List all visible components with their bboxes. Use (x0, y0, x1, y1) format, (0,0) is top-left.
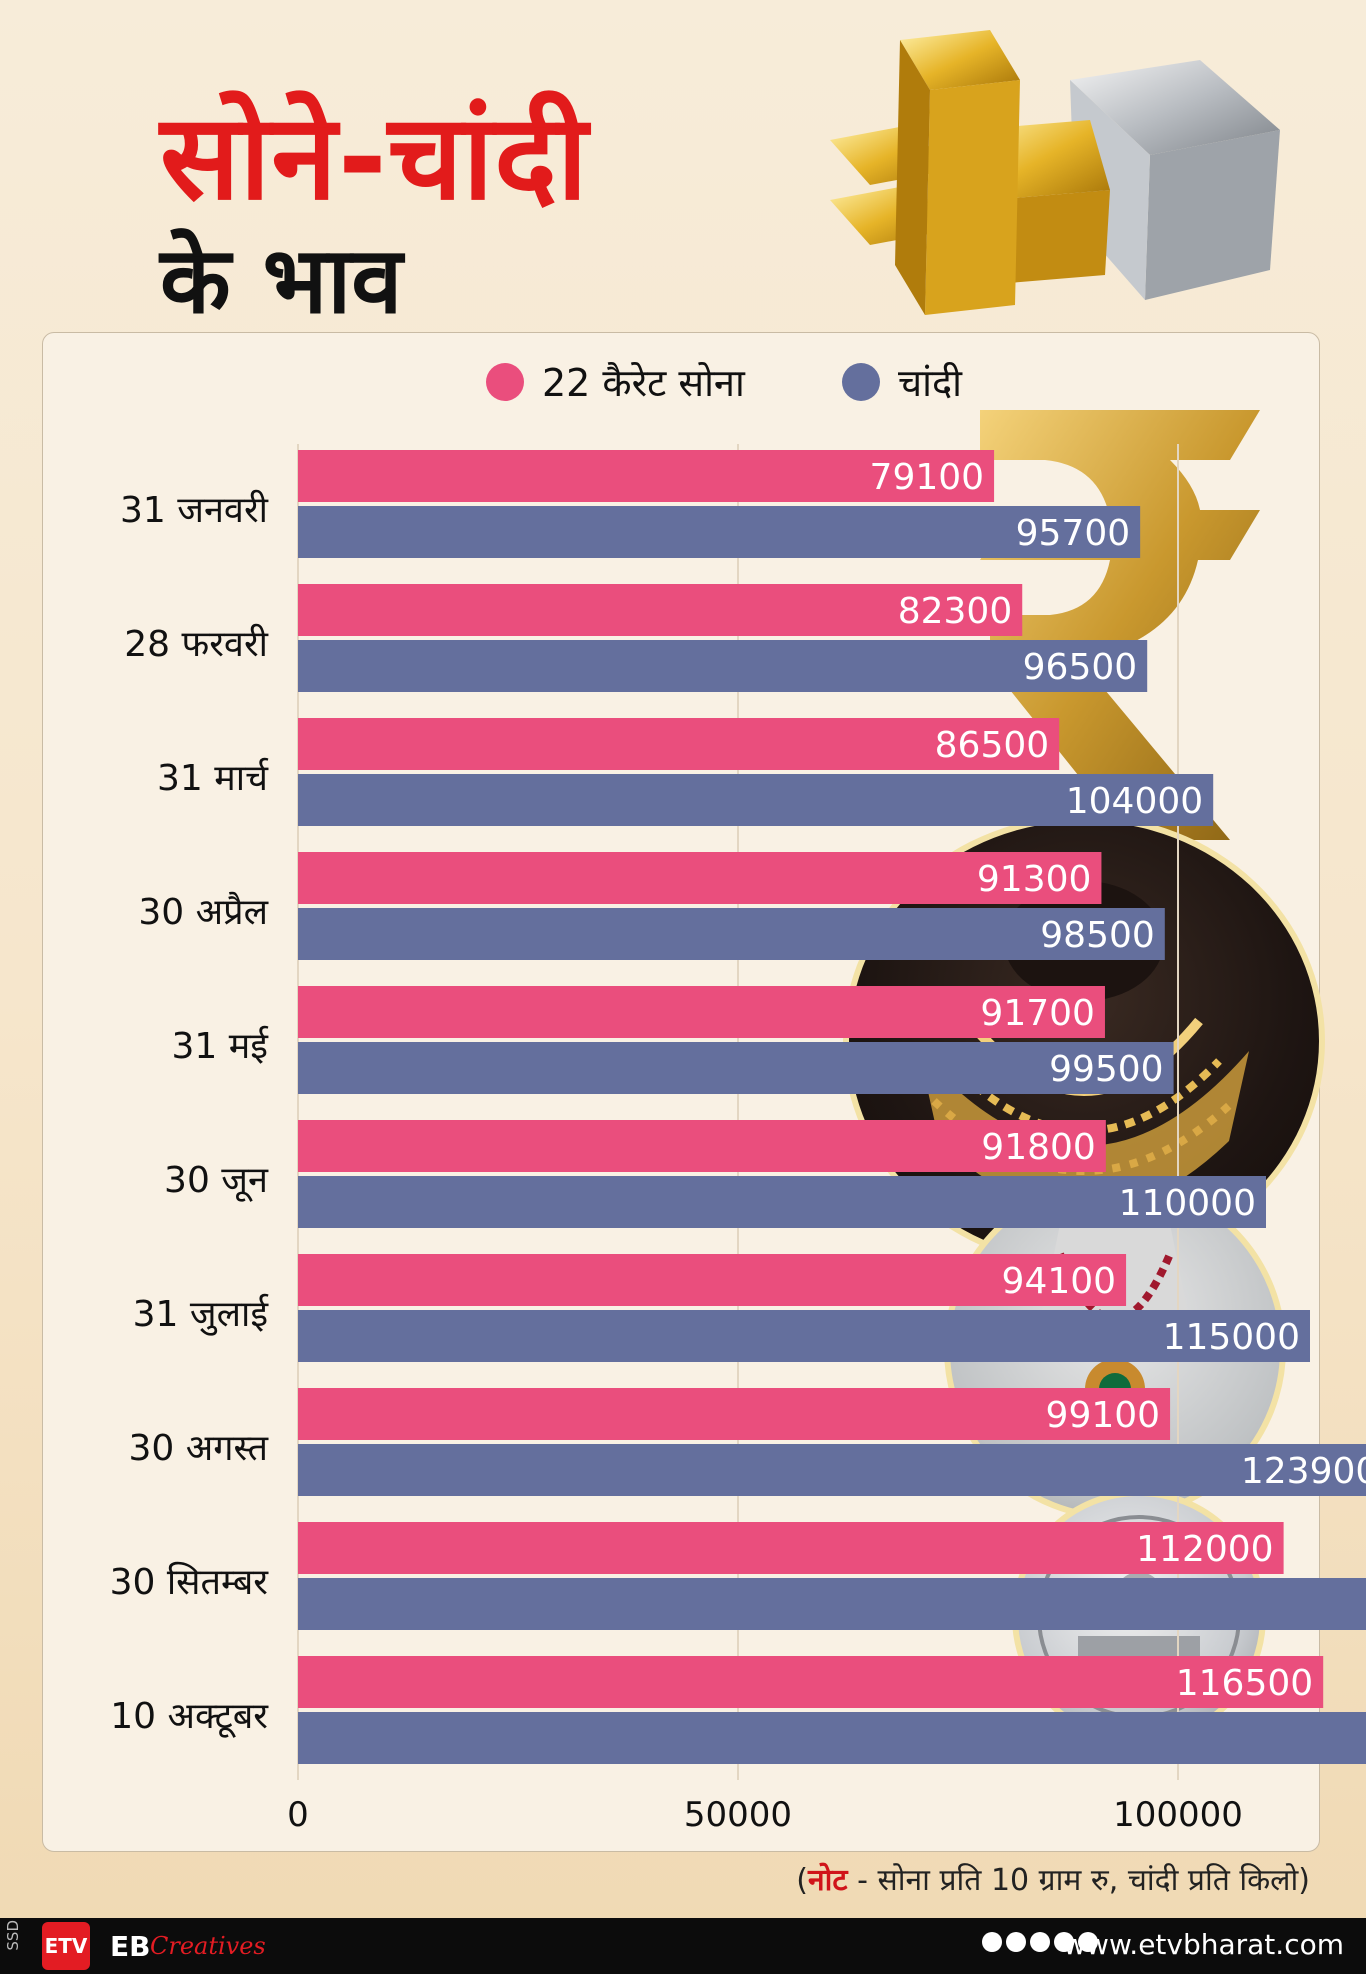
y-category-label-3: 30 अप्रैल (138, 891, 268, 933)
x-icon[interactable] (1006, 1932, 1026, 1952)
y-category-label-9: 10 अक्टूबर (110, 1696, 269, 1738)
note-bold: नोट (808, 1863, 848, 1898)
legend-swatch-silver (842, 363, 880, 401)
legend-swatch-gold (486, 363, 524, 401)
social-icons (982, 1932, 1098, 1952)
footer-bar: SSD ETV EB Creatives www.etvbharat.com (0, 1918, 1366, 1974)
website-link[interactable]: www.etvbharat.com (1063, 1928, 1344, 1961)
note-body: - सोना प्रति 10 ग्राम रु, चांदी प्रति कि… (847, 1863, 1310, 1898)
bar-silver-8 (298, 1578, 1366, 1630)
title-line-1: सोने-चांदी (160, 88, 589, 226)
bar-silver-9 (298, 1712, 1366, 1764)
bar-silver-7 (298, 1444, 1366, 1496)
y-category-label-1: 28 फरवरी (124, 623, 268, 665)
bar-gold-8 (298, 1522, 1284, 1574)
bar-silver-3 (298, 908, 1165, 960)
gold-silver-bars-icon (830, 30, 1280, 315)
youtube-icon[interactable] (1054, 1932, 1074, 1952)
facebook-icon[interactable] (982, 1932, 1002, 1952)
data-label-gold-5: 91800 (981, 1127, 1096, 1168)
legend-label-silver: चांदी (898, 361, 962, 405)
x-tick-label-2: 100000 (1113, 1795, 1243, 1835)
data-label-gold-4: 91700 (980, 993, 1095, 1034)
legend-item-gold: 22 कैरेट सोना (486, 356, 745, 408)
bar-gold-4 (298, 986, 1105, 1038)
legend-label-gold: 22 कैरेट सोना (542, 361, 745, 405)
gold-bar-icon (830, 30, 1110, 315)
data-label-gold-0: 79100 (870, 457, 985, 498)
chart-legend: 22 कैरेट सोना चांदी (0, 348, 1366, 408)
title-line-2: के भाव (160, 227, 403, 334)
bar-chart: 05000010000015000020000031 जनवरी79100957… (110, 444, 1366, 1835)
y-category-label-6: 31 जुलाई (133, 1293, 270, 1336)
bar-silver-0 (298, 506, 1141, 558)
note-text: (नोट - सोना प्रति 10 ग्राम रु, चांदी प्र… (796, 1858, 1310, 1899)
bar-gold-0 (298, 450, 995, 502)
data-label-silver-3: 98500 (1040, 915, 1155, 956)
bar-gold-5 (298, 1120, 1106, 1172)
data-label-silver-1: 96500 (1023, 647, 1138, 688)
etv-logo-text: ETV (44, 1934, 88, 1958)
instagram-icon[interactable] (1030, 1932, 1050, 1952)
footer-brand: EB (110, 1930, 151, 1963)
data-label-gold-1: 82300 (898, 591, 1013, 632)
bar-gold-1 (298, 584, 1023, 636)
y-category-label-0: 31 जनवरी (120, 489, 269, 531)
footer-side-text: SSD (4, 1920, 22, 1951)
bar-gold-3 (298, 852, 1102, 904)
legend-item-silver: चांदी (842, 356, 962, 408)
bar-silver-1 (298, 640, 1148, 692)
x-tick-label-1: 50000 (684, 1795, 792, 1835)
bar-gold-7 (298, 1388, 1171, 1440)
data-label-gold-8: 112000 (1136, 1529, 1273, 1570)
data-label-silver-4: 99500 (1049, 1049, 1164, 1090)
etv-logo: ETV (42, 1922, 90, 1970)
bar-gold-6 (298, 1254, 1127, 1306)
data-label-gold-9: 116500 (1176, 1663, 1313, 1704)
bar-silver-6 (298, 1310, 1310, 1362)
y-category-label-5: 30 जून (164, 1160, 269, 1202)
bar-gold-9 (298, 1656, 1324, 1708)
y-category-label-2: 31 मार्च (157, 757, 269, 799)
data-label-silver-6: 115000 (1163, 1317, 1300, 1358)
whatsapp-icon[interactable] (1078, 1932, 1098, 1952)
bar-silver-4 (298, 1042, 1174, 1094)
data-label-gold-6: 94100 (1002, 1261, 1117, 1302)
bar-silver-5 (298, 1176, 1266, 1228)
data-label-silver-7: 123900 (1241, 1451, 1366, 1492)
data-label-gold-2: 86500 (935, 725, 1050, 766)
data-label-silver-2: 104000 (1066, 781, 1203, 822)
data-label-silver-0: 95700 (1016, 513, 1131, 554)
data-label-gold-7: 99100 (1046, 1395, 1161, 1436)
x-tick-label-0: 0 (287, 1795, 309, 1835)
data-label-silver-5: 110000 (1119, 1183, 1256, 1224)
y-category-label-8: 30 सितम्बर (110, 1561, 270, 1603)
bar-gold-2 (298, 718, 1060, 770)
bar-silver-2 (298, 774, 1214, 826)
note-open-paren: ( (796, 1863, 809, 1898)
data-label-gold-3: 91300 (977, 859, 1092, 900)
footer-brand-script: Creatives (150, 1932, 266, 1960)
y-category-label-7: 30 अगस्त (128, 1428, 269, 1469)
y-category-label-4: 31 मई (172, 1025, 270, 1067)
